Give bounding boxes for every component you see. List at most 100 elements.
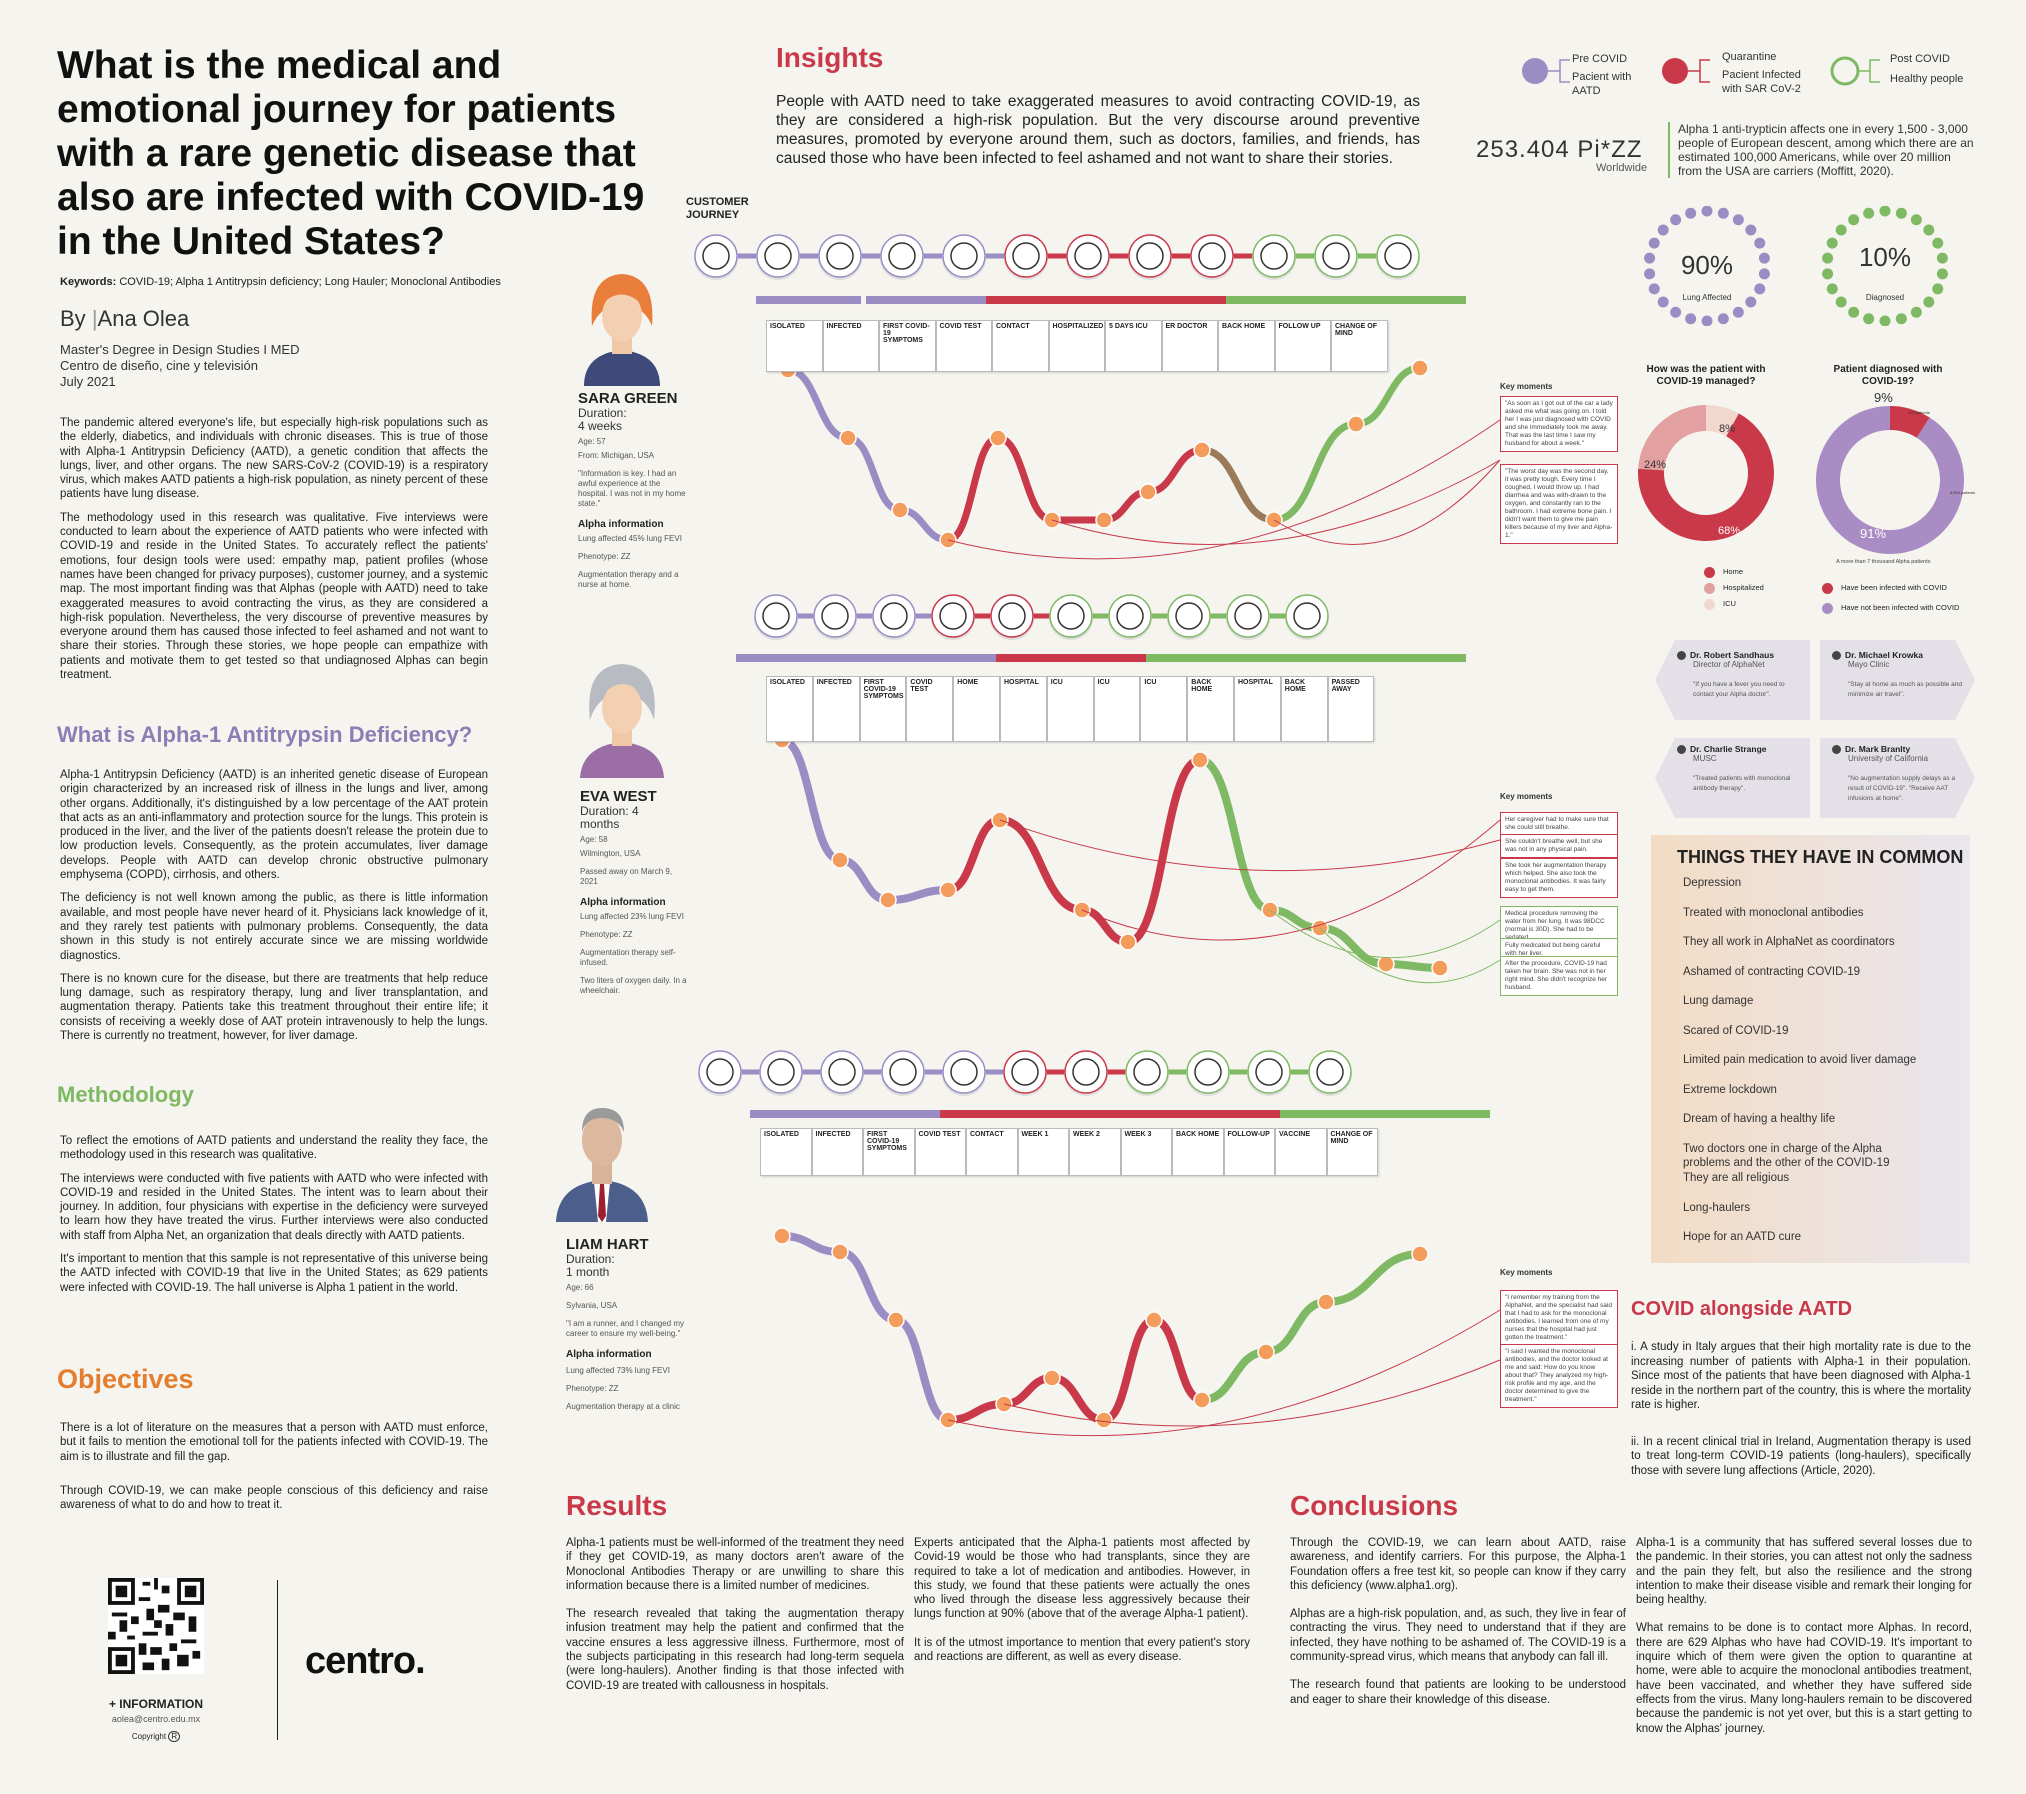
journey-step-icon <box>1066 234 1110 278</box>
journey-step-icon <box>1285 594 1329 638</box>
ring-dot <box>1670 306 1682 318</box>
results-col2: Experts anticipated that the Alpha-1 pat… <box>914 1537 1250 1664</box>
ring1-pct: 90% <box>1681 250 1733 280</box>
ring1-label: Lung Affected <box>1683 293 1732 302</box>
journey-step-icon <box>942 1050 986 1094</box>
emotion-curve-segment <box>996 816 1086 914</box>
doctor-avatar-icon <box>1832 745 1841 755</box>
journey-step-glyph <box>939 602 967 630</box>
qr-code[interactable] <box>108 1578 204 1674</box>
journey-card: WEEK 2 <box>1069 1128 1121 1176</box>
common-item: Treated with monoclonal antibodies <box>1683 906 1864 919</box>
journey-step-glyph <box>1136 242 1164 270</box>
journey-step-glyph <box>1316 1058 1344 1086</box>
emotion-curve-segment <box>1352 364 1424 428</box>
journey-step-icon <box>1064 1050 1108 1094</box>
journey-step-icon <box>1186 1050 1230 1094</box>
ring-dot <box>1745 296 1757 308</box>
emotion-curve-segment <box>944 434 1002 544</box>
journey-card: BACK HOME <box>1218 320 1275 372</box>
common-item: Scared of COVID-19 <box>1683 1024 1789 1037</box>
legend-quarantine-desc: Pacient Infected with SAR CoV-2 <box>1722 69 1801 95</box>
ring-dot <box>1879 206 1891 217</box>
objectives-heading: Objectives <box>57 1364 194 1394</box>
journey-step-glyph <box>1175 602 1203 630</box>
ring-dot <box>1932 237 1944 249</box>
donut2-infected-slice <box>1890 406 1930 438</box>
ring-dot <box>1758 252 1770 264</box>
key-moment-3b: "I said I wanted the monoclonal antibodi… <box>1500 1344 1618 1408</box>
key-moment-1b: "The worst day was the second day, it wa… <box>1500 464 1618 544</box>
stat-text: Alpha 1 anti-trypticin affects one in ev… <box>1668 122 1978 178</box>
ring-dot <box>1644 252 1656 264</box>
emotion-face-icon <box>1095 511 1113 529</box>
contact-email[interactable]: aolea@centro.edu.mx <box>111 1714 201 1724</box>
journey-step-glyph <box>1255 1058 1283 1086</box>
emotion-face-icon <box>1411 1245 1429 1263</box>
doctor-avatar-icon <box>1677 745 1686 755</box>
journey-step-glyph <box>1260 242 1288 270</box>
common-item: Two doctors one in charge of the Alpha p… <box>1683 1142 1890 1169</box>
ring-dot <box>1657 224 1669 236</box>
key-moment-connector <box>1269 909 1501 959</box>
doctor-card-branlty: Dr. Mark Branlty University of Californi… <box>1832 744 1962 804</box>
ring-dot <box>1936 268 1948 280</box>
keywords: Keywords: COVID-19; Alpha 1 Antitrypsin … <box>60 276 501 288</box>
journey-card: ISOLATED <box>766 676 813 742</box>
journey-step-glyph <box>1133 1058 1161 1086</box>
journey-card: CONTACT <box>966 1128 1018 1176</box>
ring-dot <box>1826 283 1838 295</box>
journey-step-glyph <box>1012 242 1040 270</box>
results-col1: Alpha-1 patients must be well-informed o… <box>566 1537 904 1692</box>
journey-card: INFECTED <box>811 1128 863 1176</box>
journey-step-icon <box>820 1050 864 1094</box>
emotion-face-icon <box>891 501 909 519</box>
journey-step-icon <box>931 594 975 638</box>
copyright: Copyright R <box>60 1731 252 1742</box>
donut2-label-9: 9% <box>1874 390 1893 405</box>
stat-number: 253.404 Pi*ZZ <box>1476 136 1643 163</box>
journey-step-glyph <box>828 1058 856 1086</box>
doctor-avatar-icon <box>1677 651 1686 661</box>
methodology-text: To reflect the emotions of AATD patients… <box>60 1135 488 1294</box>
journey-phase-bar <box>750 1110 940 1118</box>
key-moment-2b: She couldn't breathe well, but she was n… <box>1500 834 1618 858</box>
ring-dot <box>1732 214 1744 226</box>
ring-dot <box>1848 306 1860 318</box>
divider <box>277 1580 278 1740</box>
ring-dot <box>1670 214 1682 226</box>
key-moment-1a: "As soon as I got out of the car a lady … <box>1500 396 1618 452</box>
ring-dot <box>1910 214 1922 226</box>
insights-heading: Insights <box>776 42 884 73</box>
donut1-hospitalized-slice <box>1638 405 1706 471</box>
journey-step-glyph <box>880 602 908 630</box>
legend-quarantine-icon <box>1662 58 1710 84</box>
emotion-face-icon <box>1191 751 1209 769</box>
journey-step-icon <box>872 594 916 638</box>
emotion-curve-segment <box>784 366 852 442</box>
journey-card: CHANGE OF MIND <box>1326 1128 1378 1176</box>
avatar-eva-west <box>580 664 664 778</box>
legend-pre-covid-icon <box>1522 58 1570 84</box>
journey-step-icon <box>754 594 798 638</box>
journey-step-icon <box>881 1050 925 1094</box>
journey-card: VACCINE <box>1275 1128 1327 1176</box>
emotion-face-icon <box>1139 483 1157 501</box>
donut1-label-hosp: 24% <box>1644 459 1666 471</box>
legend: Pre COVID Pacient with AATD Quarantine P… <box>1520 50 1990 100</box>
key-moment-connector <box>1081 819 1501 941</box>
journey-step-glyph <box>1322 242 1350 270</box>
emotion-face-icon <box>1431 959 1449 977</box>
journey-card: ISOLATED <box>766 320 823 372</box>
donut2-small-2: 6,500 patients <box>1950 490 1975 495</box>
journey-phase-bar <box>756 296 861 304</box>
emotion-curve-segment <box>778 736 844 864</box>
doctor-cards-shapes <box>1655 640 1975 818</box>
emotion-face-icon <box>1119 933 1137 951</box>
ring-dot <box>1863 207 1875 219</box>
conclusions-col1: Through the COVID-19, we can learn about… <box>1290 1537 1626 1706</box>
journey-step-glyph <box>1011 1058 1039 1086</box>
emotion-face-icon <box>1193 1391 1211 1409</box>
key-moments-label-3: Key moments <box>1500 1268 1553 1277</box>
emotion-curve-segment <box>1262 1298 1330 1356</box>
